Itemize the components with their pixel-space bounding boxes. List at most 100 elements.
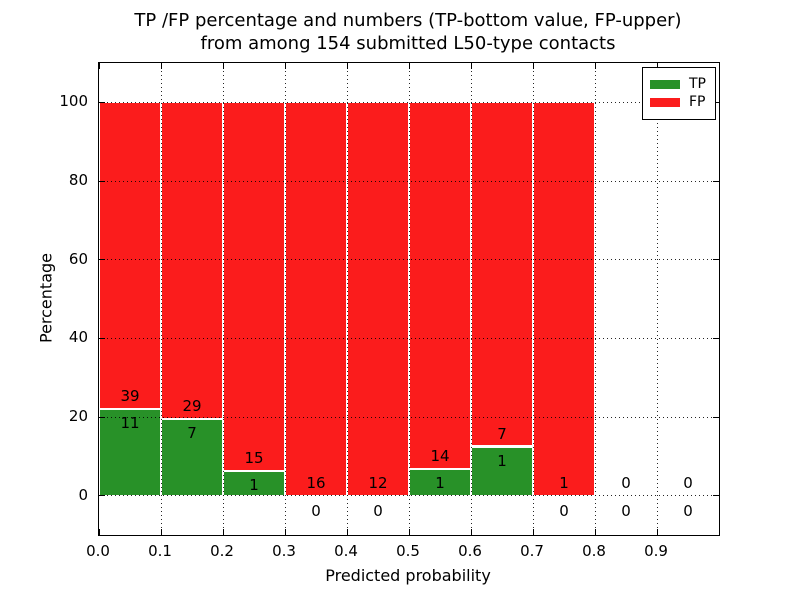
x-tick-label: 0.9: [644, 542, 668, 560]
axis-tick-y-right: [713, 416, 719, 418]
axis-tick-x-top: [160, 63, 162, 69]
fp-count-label: 15: [244, 449, 264, 468]
axis-tick-y-right: [713, 337, 719, 339]
y-tick-label: 0: [78, 485, 88, 504]
gridline-vertical: [284, 63, 286, 535]
tp-count-label: 1: [435, 474, 445, 493]
axis-tick-x-top: [594, 63, 596, 69]
axis-tick-x-top: [532, 63, 534, 69]
gridline-horizontal: [99, 259, 719, 261]
tp-count-label: 7: [187, 424, 197, 443]
x-tick-label: 0.2: [210, 542, 234, 560]
axis-tick-x-bottom: [470, 529, 472, 535]
axis-tick-x-top: [408, 63, 410, 69]
axis-tick-x-bottom: [346, 529, 348, 535]
gridline-vertical: [594, 63, 596, 535]
axis-tick-y-left: [99, 180, 105, 182]
fp-bar-segment: [285, 102, 347, 496]
x-tick-label: 0.8: [582, 542, 606, 560]
fp-bar-segment: [99, 102, 161, 410]
legend-swatch-fp: [650, 98, 680, 107]
axis-tick-x-bottom: [408, 529, 410, 535]
gridline-horizontal: [99, 416, 719, 418]
axis-tick-x-bottom: [656, 529, 658, 535]
x-tick-label: 0.4: [334, 542, 358, 560]
axis-tick-x-top: [222, 63, 224, 69]
gridlines-layer: [99, 63, 719, 535]
gridline-vertical: [470, 63, 472, 535]
tp-bar-segment: [223, 471, 285, 496]
axis-tick-x-bottom: [222, 529, 224, 535]
gridline-horizontal: [99, 101, 719, 103]
tp-bar-segment: [471, 446, 533, 496]
y-tick-label: 80: [68, 171, 88, 189]
tp-count-label: 11: [120, 414, 140, 433]
x-tick-labels: 0.0 0.1 0.2 0.3 0.4 0.5 0.6 0.7 0.8 0.9: [86, 541, 718, 561]
axis-tick-y-right: [713, 259, 719, 261]
x-tick-label: 0.0: [86, 542, 110, 560]
fp-count-label: 0: [683, 473, 693, 492]
tp-count-label: 1: [497, 451, 507, 470]
axis-tick-y-left: [99, 101, 105, 103]
legend-entry-tp: TP: [650, 77, 706, 92]
axis-tick-x-bottom: [532, 529, 534, 535]
tp-bar-segment: [99, 409, 161, 496]
x-tick-label: 0.5: [396, 542, 420, 560]
fp-bar-segment: [347, 102, 409, 496]
gridline-vertical: [160, 63, 162, 535]
bars-layer: [99, 63, 719, 535]
axis-tick-y-left: [99, 495, 105, 497]
gridline-vertical: [532, 63, 534, 535]
legend-label-fp: FP: [689, 94, 706, 110]
legend-label-tp: TP: [689, 76, 706, 92]
gridline-vertical: [656, 63, 658, 535]
axis-tick-x-bottom: [160, 529, 162, 535]
fp-bar-segment: [161, 102, 223, 420]
legend-entry-fp: FP: [650, 95, 706, 110]
gridline-vertical: [346, 63, 348, 535]
bar-labels-layer: 39 11 29 7 15 1 16 0 12 0 14 1 7 1 1 0 0 0 0 0: [99, 63, 719, 535]
x-axis-label: Predicted probability: [325, 566, 491, 585]
axis-tick-y-right: [713, 495, 719, 497]
axis-tick-x-top: [284, 63, 286, 69]
fp-bar-segment: [533, 102, 595, 496]
tp-count-label: 0: [683, 501, 693, 520]
axis-tick-x-top: [346, 63, 348, 69]
x-tick-label: 0.6: [458, 542, 482, 560]
fp-bar-segment: [471, 102, 533, 447]
gridline-vertical: [222, 63, 224, 535]
x-tick-label: 0.1: [148, 542, 172, 560]
axis-tick-x-bottom: [98, 529, 100, 535]
axis-tick-y-left: [99, 337, 105, 339]
y-tick-label: 60: [68, 249, 88, 268]
fp-count-label: 16: [306, 473, 326, 492]
tp-count-label: 1: [249, 476, 259, 495]
axis-tick-y-left: [99, 416, 105, 418]
y-tick-label: 100: [59, 92, 88, 111]
tp-count-label: 0: [621, 501, 631, 520]
axis-tick-x-top: [470, 63, 472, 69]
chart-title-line1: TP /FP percentage and numbers (TP-bottom…: [134, 10, 682, 31]
x-tick-label: 0.3: [272, 542, 296, 560]
axis-tick-y-left: [99, 259, 105, 261]
chart-title: TP /FP percentage and numbers (TP-bottom…: [98, 9, 718, 55]
legend-swatch-tp: [650, 80, 680, 89]
tp-bar-segment: [161, 419, 223, 496]
y-tick-label: 20: [68, 407, 88, 425]
axis-tick-y-right: [713, 180, 719, 182]
fp-count-label: 14: [430, 447, 450, 466]
tp-count-label: 0: [559, 501, 569, 520]
legend: TP FP: [642, 67, 716, 120]
y-tick-label: 40: [68, 328, 88, 347]
gridline-horizontal: [99, 180, 719, 182]
axis-tick-x-bottom: [594, 529, 596, 535]
gridline-horizontal: [99, 337, 719, 339]
fp-count-label: 39: [120, 387, 140, 406]
gridline-horizontal: [99, 495, 719, 497]
axis-tick-x-bottom: [284, 529, 286, 535]
plot-area: 39 11 29 7 15 1 16 0 12 0 14 1 7 1 1 0 0 0 0 0 TP FP: [98, 62, 720, 536]
y-tick-labels: 0 20 40 60 80 100: [0, 62, 88, 534]
axis-ticks-layer: [98, 63, 719, 535]
tp-bar-segment: [409, 469, 471, 496]
